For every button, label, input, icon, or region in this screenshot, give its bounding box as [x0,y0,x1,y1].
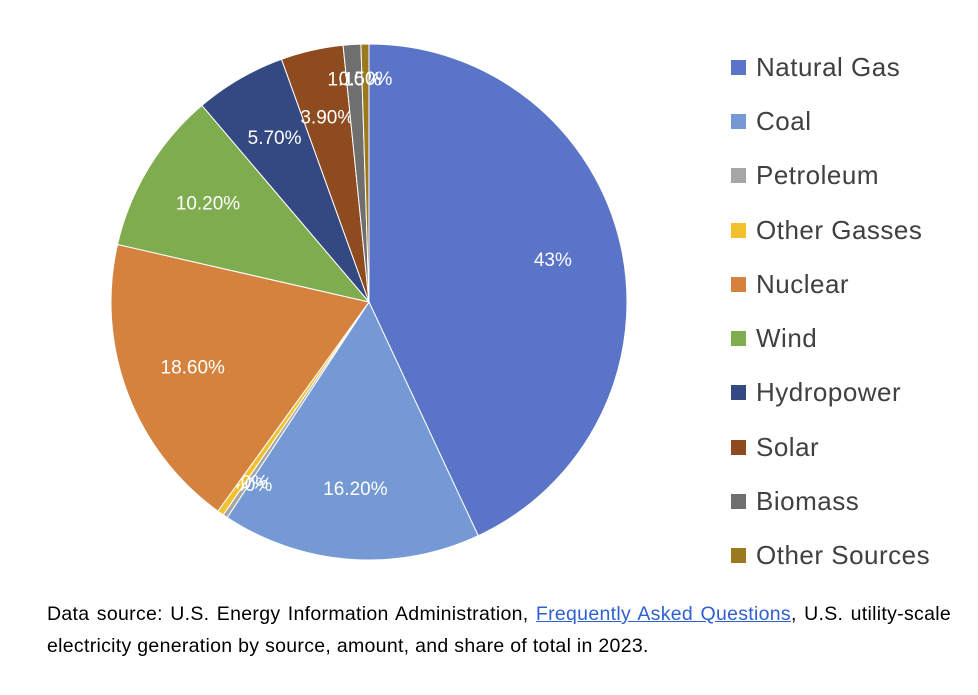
data-label-solar: 3.90% [300,107,354,128]
data-label-natural-gas: 43% [534,250,572,271]
legend-label: Biomass [756,486,860,517]
legend-swatch [731,113,746,129]
legend-item-hydropower: Hydropower [731,366,971,420]
legend-label: Wind [756,323,818,354]
legend-swatch [731,168,746,184]
legend-item-other-sources: Other Sources [731,529,971,583]
legend-item-natural-gas: Natural Gas [731,40,971,94]
footnote-suffix: , U.S. utility-scale electricity generat… [47,603,952,657]
legend-item-biomass: Biomass [731,474,971,528]
pie-slice-natural-gas [368,43,628,537]
footnote-prefix: Data source: U.S. Energy Information Adm… [47,603,536,625]
legend-label: Nuclear [756,268,850,299]
legend-swatch [731,385,746,401]
legend-item-other-gasses: Other Gasses [731,203,971,257]
legend-swatch [731,59,746,75]
legend-item-coal: Coal [731,94,971,148]
pie-chart: 43%16.20%0.30%0.40%18.60%10.20%5.70%3.90… [110,43,628,561]
legend-swatch [731,276,746,292]
data-label-hydropower: 5.70% [248,128,302,149]
pie-slice-other-sources [360,43,370,303]
legend-swatch [731,331,746,347]
data-label-wind: 10.20% [176,193,241,214]
legend-item-nuclear: Nuclear [731,257,971,311]
legend-label: Solar [756,431,820,462]
legend-label: Other Gasses [756,214,923,245]
legend-label: Other Sources [756,540,931,571]
data-source-footnote: Data source: U.S. Energy Information Adm… [47,598,951,662]
pie-slice-wind [116,104,371,303]
legend-swatch [731,222,746,238]
legend-item-solar: Solar [731,420,971,474]
legend-item-wind: Wind [731,311,971,365]
faq-link[interactable]: Frequently Asked Questions [535,603,791,625]
legend-label: Coal [756,105,812,136]
data-label-other-sources: 0.50% [339,69,393,90]
legend: Natural Gas Coal Petroleum Other Gasses Nucl… [731,40,971,583]
legend-item-petroleum: Petroleum [731,149,971,203]
pie-slice-coal [226,300,479,561]
legend-label: Petroleum [756,160,879,191]
data-label-coal: 16.20% [323,479,388,500]
legend-swatch [731,548,746,564]
legend-swatch [731,494,746,510]
pie-slice-nuclear [110,243,370,512]
legend-label: Hydropower [756,377,902,408]
legend-label: Natural Gas [756,51,901,82]
legend-swatch [731,439,746,455]
data-label-nuclear: 18.60% [161,357,226,378]
